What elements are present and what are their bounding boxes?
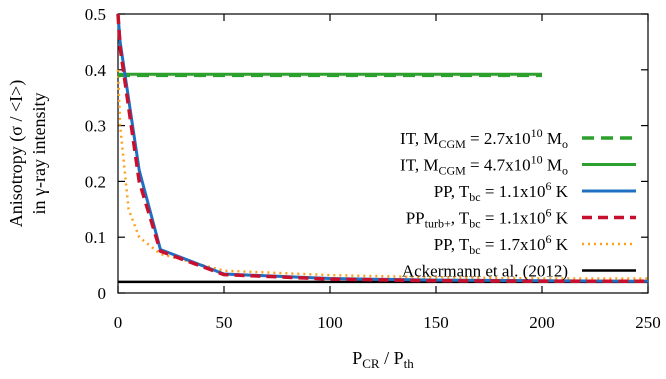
y-tick-label: 0.1 [85,228,106,247]
legend-label-1: IT, MCGM = 4.7x1010 Mo [400,153,568,178]
x-axis-label-part: / P [380,348,404,368]
legend-text-part: CGM [438,164,466,178]
y-tick-label: 0 [98,284,107,303]
legend-text-part: IT, M [400,129,438,148]
x-tick-label: 100 [317,313,343,332]
y-tick-label: 0.5 [85,5,106,24]
legend-label-5: Ackermann et al. (2012) [402,262,568,281]
y-axis-label-line1: Anisotropy (σ / <I>) [6,80,27,228]
legend-text-part: PP, T [434,182,470,201]
y-tick-label: 0.4 [85,61,107,80]
legend-text-part: CGM [438,137,466,151]
x-axis-label: PCR / Pth [352,348,414,371]
legend-label-2: PP, Tbc = 1.1x106 K [434,179,569,204]
legend-text-part: o [562,137,568,151]
legend-text-part: K [551,182,568,201]
series-line-3 [116,13,648,284]
x-tick-label: 200 [529,313,555,332]
x-tick-label: 0 [114,313,123,332]
plot-frame [117,13,649,294]
legend-text-part: IT, M [400,156,438,175]
legend-label-4: PP, Tbc = 1.7x106 K [434,232,569,257]
legend-text-part: 10 [531,126,543,140]
legend-text-part: K [551,209,568,228]
legend-text-part: o [562,164,568,178]
series-line-2 [116,13,649,283]
legend-text-part: turb+ [425,217,451,231]
legend-label-0: IT, MCGM = 2.7x1010 Mo [400,126,568,151]
y-tick-label: 0.3 [85,117,106,136]
x-axis-label-part: th [404,356,415,371]
legend-text-part: PP [406,209,425,228]
legend-text-part: 10 [531,153,543,167]
legend-text-part: M [543,129,562,148]
legend-text-part: PP, T [434,235,470,254]
legend-text-part: bc [469,243,480,257]
y-tick-label: 0.2 [85,172,106,191]
legend-text-part: Ackermann et al. (2012) [402,262,568,281]
plot-frame-rect [117,13,649,294]
legend-text-part: K [551,235,568,254]
x-axis-label-part: P [352,348,362,368]
x-axis-label-part: CR [362,356,380,371]
legend-text-part: = 1.1x10 [481,209,546,228]
axis-labels: PCR / Pth Anisotropy (σ / <I>) in γ-ray in… [6,80,414,371]
axis-ticks: 0 50 100 150 200 250 0 0.1 0.2 0.3 0.4 0.5 [85,5,661,332]
legend-text-part: = 1.7x10 [481,235,546,254]
legend-text-part: bc [469,190,480,204]
legend-text-part: 6 [545,179,551,193]
legend-text-part: = 4.7x10 [466,156,531,175]
x-tick-label: 150 [423,313,449,332]
legend-text-part: 6 [545,232,551,246]
x-tick-label: 50 [216,313,233,332]
legend-text-part: , T [451,209,470,228]
legend-label-3: PPturb+, Tbc = 1.1x106 K [406,206,569,231]
series-lines [116,13,649,284]
series-line-4 [116,69,648,280]
legend-text-part: 6 [545,206,551,220]
legend-text-part: bc [469,217,480,231]
legend-text-part: = 1.1x10 [481,182,546,201]
legend-text-part: M [543,156,562,175]
x-tick-label: 250 [635,313,661,332]
legend-text-part: = 2.7x10 [466,129,531,148]
y-axis-label-line2: in γ-ray intensity [29,93,49,215]
